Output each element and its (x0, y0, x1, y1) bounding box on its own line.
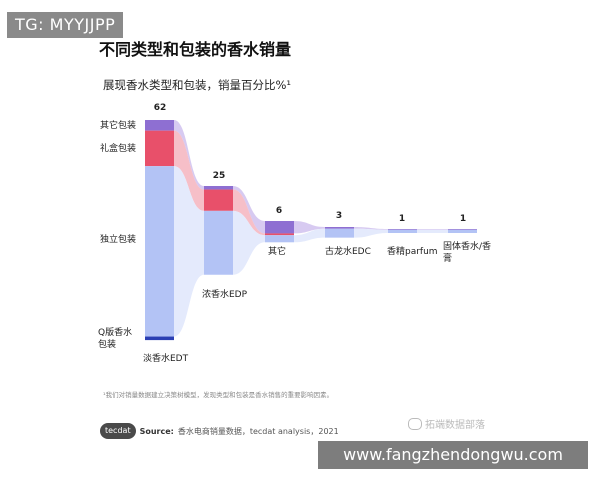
flow-3-purple (354, 227, 388, 230)
value-label-other: 6 (275, 206, 283, 216)
value-label-parfum: 1 (398, 214, 406, 224)
footnote: ¹我们对销量数据建立决策树模型，发现类型和包装是香水销售的重要影响因素。 (103, 391, 334, 399)
flow-0-red (174, 130, 204, 211)
packaging-label-giftbox: 礼盒包装 (100, 144, 137, 154)
column-0-segment-3 (145, 336, 174, 341)
column-2-segment-2 (265, 235, 294, 243)
flow-0-blue (174, 166, 204, 337)
column-0-segment-0 (145, 120, 174, 131)
source-label: Source: (139, 426, 174, 436)
column-label-solid: 固体香水/香膏 (443, 242, 492, 264)
column-2-segment-1 (265, 233, 294, 236)
watermark-bottom: www.fangzhendongwu.com (318, 441, 588, 469)
column-3-segment-1 (325, 228, 354, 238)
packaging-label-q: Q版香水包装 (98, 328, 133, 350)
flow-2-blue (294, 228, 325, 243)
source-row: tecdat Source: 香水电商销量数据，tecdat analysis，… (100, 422, 339, 440)
value-label-solid: 1 (459, 214, 467, 224)
wechat-watermark: 拓端数据部落 (408, 416, 485, 431)
flow-3-blue (354, 228, 388, 238)
column-2-segment-0 (265, 221, 294, 234)
value-label-edp: 25 (212, 171, 226, 181)
column-5-segment-0 (448, 229, 477, 230)
column-1-segment-1 (204, 189, 233, 211)
value-label-edt: 62 (153, 103, 167, 113)
column-label-edp: 浓香水EDP (202, 290, 248, 300)
value-label-edc: 3 (335, 211, 343, 221)
flow-2-purple (294, 221, 325, 234)
flow-1-blue (233, 210, 265, 275)
wechat-text: 拓端数据部落 (425, 420, 485, 431)
chart-title: 不同类型和包装的香水销量 (99, 40, 292, 59)
flow-0-purple (174, 120, 204, 190)
column-label-edt: 淡香水EDT (143, 354, 189, 364)
column-label-edc: 古龙水EDC (325, 247, 371, 257)
source-text: 香水电商销量数据，tecdat analysis，2021 (177, 426, 339, 436)
column-3-segment-0 (325, 227, 354, 229)
column-label-other: 其它 (268, 247, 287, 257)
column-5-segment-1 (448, 229, 477, 233)
watermark-top: TG: MYYJJPP (7, 12, 124, 38)
chart-subtitle: 展现香水类型和包装，销量百分比%¹ (103, 78, 292, 92)
packaging-label-single: 独立包装 (100, 235, 137, 245)
column-1-segment-0 (204, 186, 233, 190)
column-4-segment-1 (388, 229, 417, 233)
column-label-parfum: 香精parfum (387, 247, 438, 257)
column-4-segment-0 (388, 229, 417, 230)
column-0-segment-2 (145, 166, 174, 337)
tecdat-logo: tecdat (100, 423, 136, 439)
flow-4-blue (417, 229, 448, 233)
flow-4-purple (417, 229, 448, 230)
column-1-segment-2 (204, 210, 233, 275)
flow-1-purple (233, 186, 265, 234)
column-0-segment-1 (145, 130, 174, 167)
packaging-label-other: 其它包装 (100, 121, 137, 131)
flow-1-red (233, 189, 265, 236)
wechat-icon (408, 417, 422, 430)
